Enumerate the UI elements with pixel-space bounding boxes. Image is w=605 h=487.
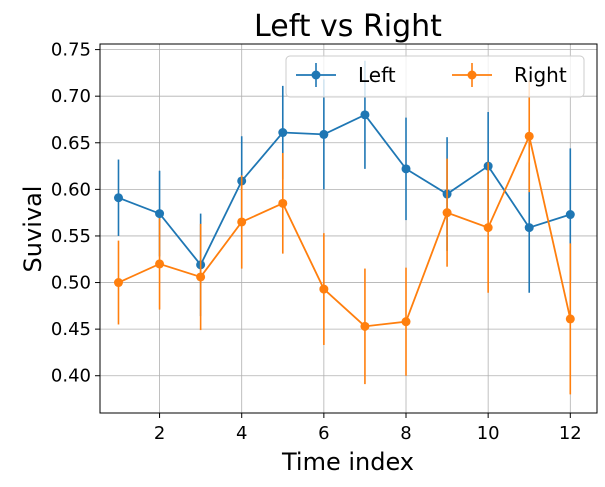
y-tick-label: 0.50	[51, 273, 91, 294]
data-point	[360, 321, 370, 331]
legend-marker	[311, 70, 321, 80]
data-point	[565, 314, 575, 324]
legend-label: Right	[514, 63, 567, 87]
y-tick-label: 0.40	[51, 366, 91, 387]
y-tick-label: 0.70	[51, 86, 91, 107]
legend-item-left: Left	[296, 63, 396, 87]
legend-item-right: Right	[452, 63, 567, 87]
data-point	[401, 164, 411, 174]
data-point	[113, 278, 123, 288]
grid	[100, 44, 597, 413]
data-point	[524, 131, 534, 141]
data-point	[278, 198, 288, 208]
x-tick-label: 12	[559, 423, 582, 444]
legend-label: Left	[358, 63, 396, 87]
data-point	[155, 209, 165, 219]
data-point	[196, 272, 206, 282]
series-layer	[113, 60, 575, 395]
y-tick-label: 0.65	[51, 133, 91, 154]
data-point	[155, 259, 165, 269]
data-point	[319, 284, 329, 294]
series-line	[118, 133, 572, 328]
x-tick-label: 4	[236, 423, 247, 444]
data-point	[360, 110, 370, 120]
x-tick-label: 8	[400, 423, 411, 444]
data-point	[401, 317, 411, 327]
series-right	[113, 80, 575, 395]
y-axis-label: Suvival	[19, 186, 47, 273]
data-point	[483, 223, 493, 233]
x-axis-label: Time index	[281, 448, 414, 476]
ticks: 2 4 6 8 10 12 0.40 0.45 0.50 0.55 0.60 0.65 0.70 0.75	[51, 40, 582, 444]
legend-marker	[467, 70, 477, 80]
series-line	[118, 113, 571, 267]
chart-title: Left vs Right	[254, 9, 442, 44]
y-tick-label: 0.75	[51, 40, 91, 61]
x-tick-label: 10	[477, 423, 500, 444]
data-point	[442, 208, 452, 218]
legend-box	[285, 55, 585, 98]
y-tick-label: 0.45	[51, 319, 91, 340]
x-tick-label: 6	[318, 423, 329, 444]
y-tick-label: 0.60	[51, 179, 91, 200]
data-point	[113, 193, 123, 203]
data-point	[278, 128, 288, 138]
y-tick-label: 0.55	[51, 226, 91, 247]
legend: Left Right	[285, 55, 585, 98]
x-tick-label: 2	[154, 423, 165, 444]
data-point	[319, 129, 329, 139]
data-point	[237, 217, 247, 227]
plot-frame	[99, 43, 598, 414]
data-point	[565, 210, 575, 220]
data-point	[524, 223, 534, 233]
